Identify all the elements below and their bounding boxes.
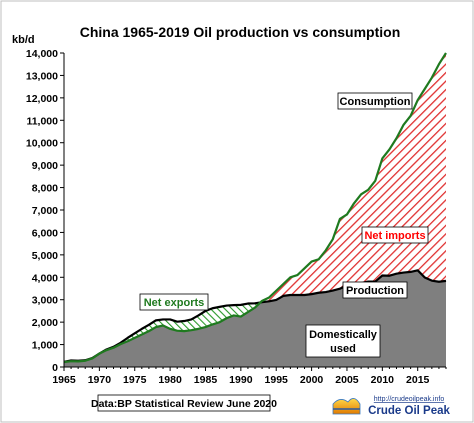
- annotation-net-imports-box: [361, 226, 429, 244]
- x-tick-label: 2015: [406, 374, 430, 386]
- x-tick-label: 1990: [229, 374, 253, 386]
- y-axis-label: kb/d: [12, 34, 35, 46]
- annotation-production: Production: [342, 281, 408, 299]
- tick-layer: 0 1,000 2,000 3,000 4,000 5,000 6,000 7,000 8,00…: [26, 48, 447, 386]
- net-imports-area: [64, 53, 446, 362]
- annotation-production-text: Production: [346, 285, 404, 297]
- x-tick-label: 2010: [371, 374, 395, 386]
- y-tick-label: 11,000: [26, 115, 58, 127]
- x-tick-label: 1970: [88, 374, 112, 386]
- annotation-consumption-box: [337, 92, 413, 110]
- annotation-data-source: Data:BP Statistical Review June 2020: [91, 394, 277, 412]
- y-tick-label: 14,000: [26, 48, 58, 60]
- x-tick-label: 1980: [158, 374, 182, 386]
- line-layer: [63, 52, 447, 364]
- y-tick-label: 9,000: [32, 160, 58, 172]
- annotation-net-exports-box: [139, 293, 209, 311]
- x-tick-label: 1995: [265, 374, 289, 386]
- annotation-domestically-used-text: Domestically used: [309, 329, 378, 355]
- annotation-production-box: [342, 281, 408, 299]
- chart-title: China 1965-2019 Oil production vs consum…: [80, 24, 401, 40]
- y-tick-label: 0: [52, 362, 58, 374]
- y-tick-label: 13,000: [26, 70, 58, 82]
- x-tick-label: 1965: [52, 374, 76, 386]
- logo-name: Crude Oil Peak: [368, 405, 450, 417]
- annotation-domestically-used-box: [305, 324, 381, 358]
- crude-oil-peak-logo: http://crudeoilpeak.info Crude Oil Peak: [330, 393, 458, 417]
- annotation-net-exports-text: Net exports: [144, 297, 205, 309]
- annotation-domestically-line1: Domestically: [309, 329, 378, 341]
- logo-mountain-icon: [332, 398, 361, 415]
- consumption-line: [63, 52, 447, 364]
- y-tick-label: 8,000: [32, 183, 58, 195]
- y-tick-label: 7,000: [32, 205, 58, 217]
- annotation-domestically-used: Domestically used: [305, 324, 381, 358]
- y-tick-label: 4,000: [32, 272, 58, 284]
- annotation-net-exports: Net exports: [139, 293, 209, 311]
- annotation-domestically-line2: used: [330, 343, 356, 355]
- logo-url: http://crudeoilpeak.info: [374, 396, 445, 403]
- y-tick-label: 6,000: [32, 227, 58, 239]
- annotation-net-imports-text: Net imports: [364, 230, 425, 242]
- y-tick-label: 2,000: [32, 317, 58, 329]
- x-tick-label: 1985: [194, 374, 218, 386]
- data-source-text: Data:BP Statistical Review June 2020: [91, 398, 277, 410]
- annotation-consumption: Consumption: [337, 92, 413, 110]
- x-tick-label: 2000: [300, 374, 324, 386]
- y-tick-label: 12,000: [26, 93, 58, 105]
- y-tick-label: 5,000: [32, 250, 58, 262]
- x-tick-label: 1975: [123, 374, 147, 386]
- x-tick-label: 2005: [335, 374, 359, 386]
- y-tick-label: 3,000: [32, 295, 58, 307]
- annotation-consumption-text: Consumption: [340, 96, 411, 108]
- y-tick-label: 1,000: [32, 340, 58, 352]
- annotation-net-imports: Net imports: [361, 226, 429, 244]
- data-source-box: [97, 394, 271, 412]
- y-tick-label: 10,000: [26, 138, 58, 150]
- production-line: [63, 269, 447, 363]
